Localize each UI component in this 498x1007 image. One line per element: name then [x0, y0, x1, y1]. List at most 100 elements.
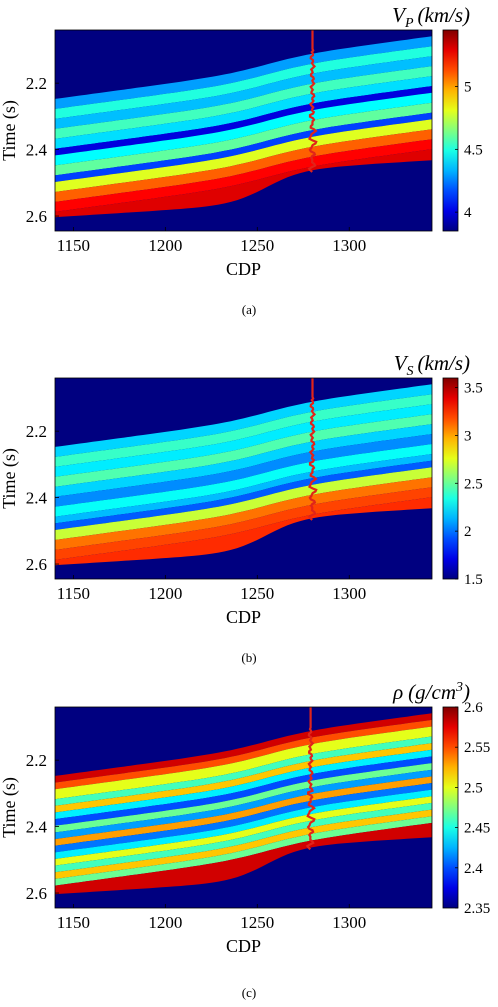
heatmap-layer [55, 86, 432, 156]
heatmap-layer [55, 434, 432, 507]
heatmap-layer [55, 139, 432, 212]
heatmap-layer [55, 789, 432, 859]
heatmap-layer [55, 487, 432, 560]
panel-vp: 1150 1200 1250 1300 2.2 2.4 2.6 CDP Time (s) 4 4.5… [0, 0, 498, 328]
heatmap-layer [55, 394, 432, 467]
colorbar-tick-label: 2.45 [464, 821, 490, 837]
colorbar-tick-label: 2 [464, 524, 472, 540]
heatmap-layer [55, 467, 432, 540]
x-tick-label: 1200 [148, 584, 182, 603]
colorbar-tick-label: 2.6 [464, 700, 483, 716]
y-tick-label: 2.6 [26, 884, 47, 903]
plot-area: 1150 1200 1250 1300 2.2 2.4 2.6 CDP Time (s) [0, 706, 433, 956]
colorbar-tick-label: 3 [464, 428, 472, 444]
heatmap-layer [55, 444, 432, 517]
x-tick-label: 1250 [240, 236, 274, 255]
heatmap-layer [55, 102, 432, 176]
heatmap-layer [55, 776, 432, 846]
chart-density: 1150 1200 1250 1300 2.2 2.4 2.6 CDP Time (s) 2.35… [0, 680, 490, 956]
colorbar-label: VP (km/s) [392, 3, 470, 31]
plot-area: 1150 1200 1250 1300 2.2 2.4 2.6 CDP Time (s) [0, 29, 433, 279]
x-tick-label: 1150 [57, 584, 90, 603]
y-tick-label: 2.2 [26, 751, 47, 770]
heatmap-layer [55, 736, 432, 806]
well-log-curve [307, 30, 318, 173]
heatmap-layer [55, 769, 432, 840]
heatmap-layer [55, 384, 432, 457]
x-tick-label: 1150 [57, 913, 90, 932]
y-tick-label: 2.6 [26, 207, 47, 226]
heatmap-layer [55, 404, 432, 477]
well-log-curve [307, 378, 318, 521]
heatmap-layer [55, 749, 432, 820]
caption-c: (c) [241, 985, 257, 1000]
colorbar-tick-label: 2.5 [464, 780, 483, 796]
colorbar-tick-label: 2.55 [464, 740, 490, 756]
well-log-curve [305, 707, 316, 851]
plot-area: 1150 1200 1250 1300 2.2 2.4 2.6 CDP Time (s) [0, 377, 433, 627]
colorbar-tick-label: 2.35 [464, 901, 490, 917]
y-axis-label: Time (s) [0, 448, 20, 509]
panel-vs: 1150 1200 1250 1300 2.2 2.4 2.6 CDP Time (s) 1.5 2… [0, 338, 498, 666]
y-tick-label: 2.6 [26, 555, 47, 574]
heatmap-layer [55, 719, 432, 790]
heatmap-layer [55, 756, 432, 826]
y-tick-label: 2.4 [26, 489, 48, 508]
x-tick-label: 1300 [332, 913, 366, 932]
heatmap-layer [55, 56, 432, 129]
heatmap-layer [55, 763, 432, 833]
colorbar-label: VS (km/s) [394, 351, 470, 379]
colorbar-tick-label: 1.5 [464, 572, 483, 588]
heatmap-layer [55, 76, 432, 149]
x-tick-label: 1300 [332, 584, 366, 603]
heatmap-layer [55, 119, 432, 192]
colorbar-tick-label: 2.5 [464, 476, 483, 492]
y-tick-label: 2.2 [26, 422, 47, 441]
x-tick-label: 1300 [332, 236, 366, 255]
plot-frame [54, 706, 433, 909]
colorbar-tick-label: 3.5 [464, 381, 483, 397]
colorbar-label: ρ (g/cm3) [392, 680, 470, 704]
heatmap-layers [55, 384, 432, 566]
plot-frame [54, 377, 433, 580]
x-tick-label: 1250 [240, 913, 274, 932]
colorbar-tick-label: 2.4 [464, 861, 483, 877]
colorbar-scale [442, 377, 459, 580]
caption-a: (a) [241, 302, 257, 317]
chart-vs: 1150 1200 1250 1300 2.2 2.4 2.6 CDP Time (s) 1.5 2… [0, 351, 483, 627]
y-tick-label: 2.4 [26, 141, 48, 160]
heatmap-layer [55, 66, 432, 139]
heatmap-layer [55, 454, 432, 524]
heatmap-layer [55, 743, 432, 813]
caption-b: (b) [241, 650, 257, 665]
heatmap-layer [55, 809, 432, 879]
heatmap-layers [55, 713, 432, 895]
heatmap-layer [55, 802, 432, 873]
heatmap-layer [55, 92, 432, 166]
colorbar: 1.5 2 2.5 3 3.5 [442, 377, 483, 588]
x-axis-label: CDP [226, 607, 261, 627]
heatmap-layer [55, 46, 432, 119]
x-axis-label: CDP [226, 936, 261, 956]
y-tick-label: 2.4 [26, 818, 48, 837]
colorbar-tick-label: 5 [464, 80, 472, 96]
heatmap-layer [55, 783, 432, 853]
colorbar-tick-label: 4.5 [464, 142, 483, 158]
x-tick-label: 1250 [240, 584, 274, 603]
heatmap-layer [55, 477, 432, 550]
heatmap-layer [55, 112, 432, 182]
y-axis-label: Time (s) [0, 777, 20, 838]
heatmap-layer [55, 713, 432, 783]
panel-density: 1150 1200 1250 1300 2.2 2.4 2.6 CDP Time (s) 2.35… [0, 677, 498, 1007]
heatmap-layer [55, 460, 432, 530]
heatmap-layer [55, 149, 432, 218]
plot-frame [54, 29, 433, 232]
heatmap-layer [55, 822, 432, 895]
colorbar: 2.35 2.4 2.45 2.5 2.55 2.6 [442, 700, 490, 917]
colorbar-scale [442, 29, 459, 232]
y-axis-label: Time (s) [0, 100, 20, 161]
y-tick-label: 2.2 [26, 74, 47, 93]
heatmap-layers [55, 36, 432, 218]
heatmap-layer [55, 36, 432, 109]
